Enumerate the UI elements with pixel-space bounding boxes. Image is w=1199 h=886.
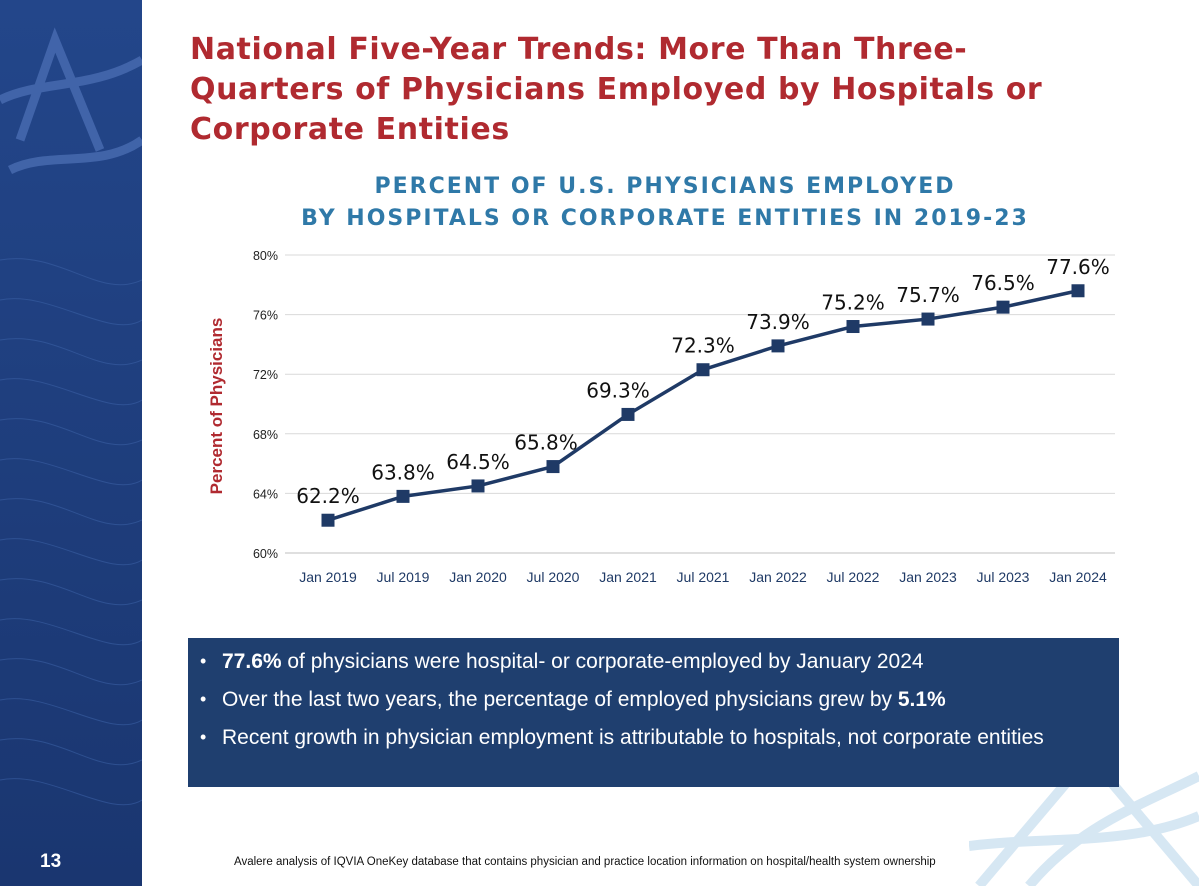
finding-text: Over the last two years, the percentage … [222, 688, 898, 711]
x-tick-label: Jan 2024 [1049, 569, 1107, 585]
line-chart: 60% 64% 68% 72% 76% 80% Percent of Physicians J… [207, 249, 1115, 585]
slide-title-line: Quarters of Physicians Employed by Hospi… [190, 72, 1043, 107]
y-tick-label: 72% [253, 368, 278, 382]
key-findings-box: • 77.6% of physicians were hospital- or c… [188, 638, 1119, 787]
slide-title-line: Corporate Entities [190, 112, 510, 147]
chart-title-line: PERCENT OF U.S. PHYSICIANS EMPLOYED [374, 174, 956, 199]
data-point-marker [621, 407, 635, 421]
x-tick-label: Jan 2022 [749, 569, 807, 585]
data-label: 63.8% [371, 460, 435, 484]
data-point-marker [1071, 284, 1085, 298]
data-label: 75.7% [896, 283, 960, 307]
left-sidebar: 13 [0, 0, 142, 886]
data-label: 64.5% [446, 450, 510, 474]
bullet-icon: • [200, 651, 207, 671]
bullet-icon: • [200, 689, 207, 709]
slide-title: National Five-Year Trends: More Than Thr… [190, 30, 1150, 150]
data-label: 77.6% [1046, 255, 1110, 279]
data-point-marker [471, 479, 485, 493]
data-point-marker [546, 460, 560, 474]
x-tick-label: Jan 2023 [899, 569, 957, 585]
sidebar-decoration [0, 0, 142, 886]
data-point-marker [321, 513, 335, 527]
x-tick-label: Jul 2020 [527, 569, 580, 585]
page-number: 13 [40, 851, 62, 872]
bullet-icon: • [200, 727, 207, 747]
source-footnote: Avalere analysis of IQVIA OneKey databas… [234, 856, 936, 868]
x-tick-label: Jan 2019 [299, 569, 357, 585]
logo-mark-icon [0, 27, 142, 175]
data-label: 75.2% [821, 291, 885, 315]
finding-item: • Recent growth in physician employment i… [200, 725, 1099, 750]
finding-text: of physicians were hospital- or corporat… [281, 650, 924, 673]
chart-title: PERCENT OF U.S. PHYSICIANS EMPLOYED BY H… [190, 171, 1140, 235]
data-point-marker [696, 363, 710, 377]
y-tick-label: 76% [253, 309, 278, 323]
x-tick-label: Jul 2022 [827, 569, 880, 585]
data-point-marker [396, 489, 410, 503]
x-tick-label: Jul 2021 [677, 569, 730, 585]
y-tick-label: 60% [253, 547, 278, 561]
data-label: 76.5% [971, 271, 1035, 295]
data-label: 62.2% [296, 484, 360, 508]
finding-item: • Over the last two years, the percentage… [200, 687, 1099, 712]
y-tick-label: 64% [253, 487, 278, 501]
data-label: 73.9% [746, 310, 810, 334]
x-tick-label: Jul 2019 [377, 569, 430, 585]
finding-item: • 77.6% of physicians were hospital- or c… [200, 649, 1099, 674]
x-tick-label: Jan 2021 [599, 569, 657, 585]
y-tick-label: 80% [253, 249, 278, 263]
x-tick-label: Jul 2023 [977, 569, 1030, 585]
data-point-marker [846, 320, 860, 334]
x-tick-label: Jan 2020 [449, 569, 507, 585]
y-axis-label: Percent of Physicians [207, 318, 226, 495]
finding-highlight: 77.6% [222, 650, 282, 673]
data-point-marker [771, 339, 785, 353]
chart-title-line: BY HOSPITALS OR CORPORATE ENTITIES IN 20… [301, 206, 1029, 231]
y-tick-label: 68% [253, 428, 278, 442]
data-label: 72.3% [671, 334, 735, 358]
data-point-marker [921, 312, 935, 326]
data-point-marker [996, 300, 1010, 314]
data-label: 65.8% [514, 431, 578, 455]
finding-text: Recent growth in physician employment is… [222, 726, 1044, 749]
finding-highlight: 5.1% [897, 688, 946, 711]
slide-title-line: National Five-Year Trends: More Than Thr… [190, 32, 968, 67]
series-line [327, 289, 1079, 522]
key-findings-list: • 77.6% of physicians were hospital- or c… [200, 649, 1099, 750]
data-label: 69.3% [586, 378, 650, 402]
